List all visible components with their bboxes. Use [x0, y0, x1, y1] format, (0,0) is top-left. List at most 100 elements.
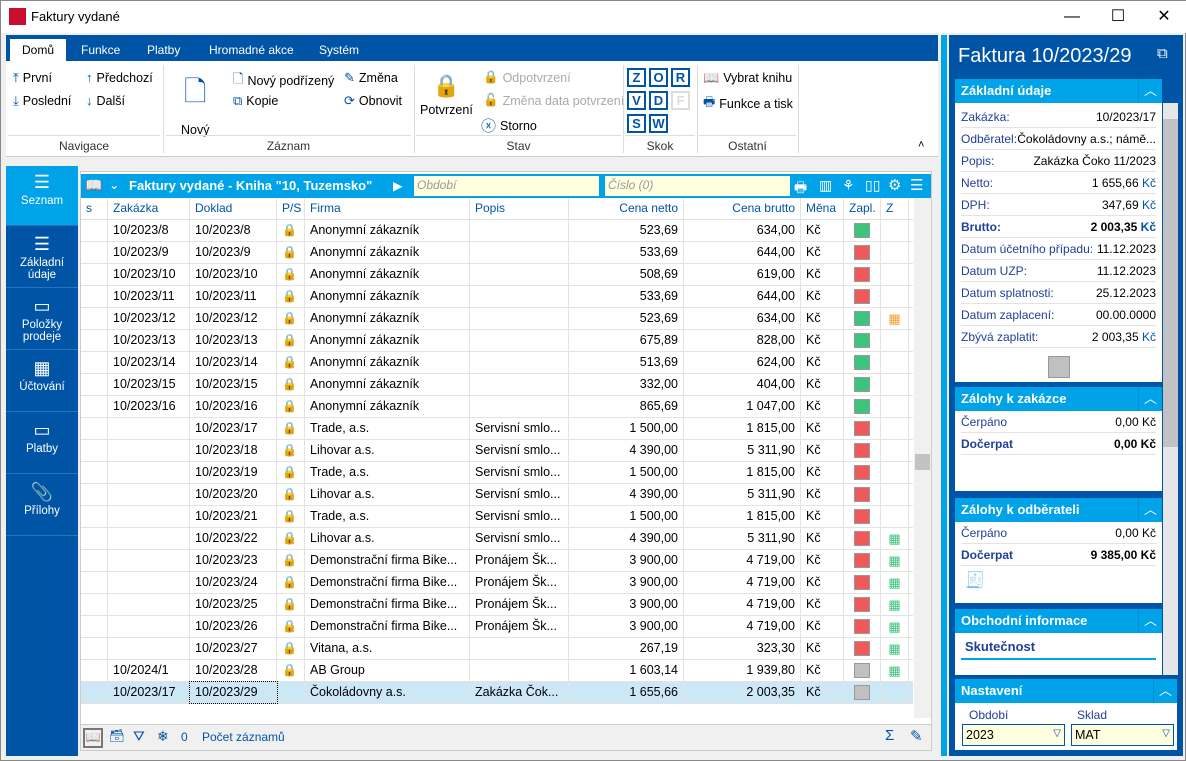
archive-icon[interactable]: 🗃 — [109, 729, 125, 743]
play-icon[interactable]: ▶ — [393, 179, 403, 193]
column-header[interactable]: P/S — [277, 198, 305, 219]
table-row[interactable]: 10/2023/27 🔒 Vitana, a.s. 267,19 323,30 Kč ▦ — [81, 638, 913, 660]
table-row[interactable]: 10/2023/20 🔒 Lihovar a.s. Servisní smlo... 4… — [81, 484, 913, 506]
table-row[interactable]: 10/2023/24 🔒 Demonstrační firma Bike... Pro… — [81, 572, 913, 594]
table-row[interactable]: 10/2023/11 10/2023/11 🔒 Anonymní zákazník 53… — [81, 286, 913, 308]
section-header[interactable]: Zálohy k zakázce ︿ — [955, 387, 1162, 411]
table-row[interactable]: 10/2023/17 🔒 Trade, a.s. Servisní smlo... 1 … — [81, 418, 913, 440]
nav-item-5[interactable]: 📎 Přílohy — [6, 476, 78, 536]
printer-icon[interactable]: 🖶 — [794, 179, 808, 195]
invoice-coins-icon[interactable]: 🧾 — [965, 572, 985, 589]
next-button[interactable]: ↓ Další — [86, 93, 125, 108]
jump-d-button[interactable]: D — [649, 91, 668, 110]
tab-funkce[interactable]: Funkce — [81, 43, 121, 57]
chevron-up-icon[interactable]: ︿ — [1153, 679, 1177, 703]
close-button[interactable]: ✕ — [1157, 8, 1171, 25]
collapse-ribbon-icon[interactable]: ˄ — [918, 139, 925, 151]
jump-r-button[interactable]: R — [671, 68, 690, 87]
tab-skutecnost[interactable]: Skutečnost — [961, 639, 1156, 660]
table-row[interactable]: 10/2023/21 🔒 Trade, a.s. Servisní smlo... 1 … — [81, 506, 913, 528]
table-row[interactable]: 10/2023/15 10/2023/15 🔒 Anonymní zákazník 33… — [81, 374, 913, 396]
book-icon[interactable]: 📖 — [85, 177, 103, 193]
table-row[interactable]: 10/2023/23 🔒 Demonstrační firma Bike... Pro… — [81, 550, 913, 572]
column-header[interactable]: Cena brutto — [684, 198, 801, 219]
nav-item-1[interactable]: ☰ Základní údaje — [6, 228, 78, 288]
record-count-button[interactable]: Počet záznamů — [202, 730, 285, 744]
jump-w-button[interactable]: W — [649, 114, 668, 133]
number-search-input[interactable]: Číslo (0) — [605, 176, 790, 196]
chevron-up-icon[interactable]: ︿ — [1138, 79, 1162, 103]
column-header[interactable]: Doklad — [190, 198, 277, 219]
vertical-scrollbar[interactable] — [914, 198, 931, 718]
nav-item-0[interactable]: ☰ Seznam — [6, 166, 78, 226]
panel-splitter[interactable] — [941, 35, 947, 756]
columns-icon[interactable]: ▯▯ — [865, 177, 881, 193]
table-row[interactable]: 10/2023/22 🔒 Lihovar a.s. Servisní smlo... 4… — [81, 528, 913, 550]
tab-domu[interactable]: Domů — [10, 39, 67, 61]
confirm-button[interactable]: 🔒 Potvrzení — [420, 73, 473, 117]
column-header[interactable]: Popis — [470, 198, 569, 219]
table-row[interactable]: 10/2023/12 10/2023/12 🔒 Anonymní zákazník 52… — [81, 308, 913, 330]
chart-icon[interactable]: ▥ — [819, 177, 833, 193]
select-book-button[interactable]: 📖 Vybrat knihu — [703, 70, 793, 85]
table-row[interactable]: 10/2023/9 10/2023/9 🔒 Anonymní zákazník 533,… — [81, 242, 913, 264]
book-view-button[interactable]: 📖 — [83, 728, 103, 748]
column-header[interactable]: Zakázka — [108, 198, 190, 219]
tab-hromadne-akce[interactable]: Hromadné akce — [209, 43, 294, 57]
column-header[interactable]: Měna — [801, 198, 844, 219]
copy-button[interactable]: ⧉ Kopie — [233, 93, 279, 108]
scroll-thumb[interactable] — [915, 454, 930, 470]
column-header[interactable]: s — [81, 198, 108, 219]
print-button[interactable]: 🖶 Funkce a tisk — [703, 93, 793, 115]
new-child-button[interactable]: 🗋 Nový podřízený — [233, 70, 334, 92]
storno-button[interactable]: ⓧ Storno — [481, 115, 537, 136]
gear-icon[interactable]: ⚙ — [888, 177, 902, 194]
table-row[interactable]: 10/2023/26 🔒 Demonstrační firma Bike... Pro… — [81, 616, 913, 638]
chevron-up-icon[interactable]: ︿ — [1138, 609, 1162, 633]
jump-z-button[interactable]: Z — [627, 68, 646, 87]
jump-o-button[interactable]: O — [649, 68, 668, 87]
column-header[interactable]: Firma — [305, 198, 470, 219]
table-row[interactable]: 10/2023/16 10/2023/16 🔒 Anonymní zákazník 86… — [81, 396, 913, 418]
section-header[interactable]: Nastavení ︿ — [955, 679, 1177, 703]
sum-icon[interactable]: Σ — [885, 727, 895, 744]
table-row[interactable]: 10/2023/14 10/2023/14 🔒 Anonymní zákazník 51… — [81, 352, 913, 374]
table-row[interactable]: 10/2023/13 10/2023/13 🔒 Anonymní zákazník 67… — [81, 330, 913, 352]
minimize-button[interactable]: — — [1064, 8, 1080, 25]
nav-item-4[interactable]: ▭ Platby — [6, 414, 78, 474]
table-row[interactable]: 10/2023/19 🔒 Trade, a.s. Servisní smlo... 1 … — [81, 462, 913, 484]
filter-icon[interactable]: ⛛ — [133, 728, 145, 744]
tab-platby[interactable]: Platby — [147, 43, 181, 57]
edit-icon[interactable]: ✎ — [910, 728, 923, 745]
table-row[interactable]: 10/2023/18 🔒 Lihovar a.s. Servisní smlo... 4… — [81, 440, 913, 462]
nav-item-3[interactable]: ▦ Účtování — [6, 352, 78, 412]
section-header[interactable]: Obchodní informace ︿ — [955, 609, 1162, 633]
popout-icon[interactable]: ⧉ — [1157, 45, 1168, 62]
first-button[interactable]: ⤒ První — [13, 70, 52, 85]
jump-f-button[interactable]: F — [671, 91, 690, 110]
tab-system[interactable]: Systém — [319, 43, 360, 57]
menu-icon[interactable]: ☰ — [910, 177, 924, 194]
change-confirm-date-button[interactable]: 🔓 Změna data potvrzení — [483, 93, 625, 108]
maximize-button[interactable]: ☐ — [1110, 8, 1126, 25]
snowflake-icon[interactable]: ❄ — [157, 728, 169, 744]
period-input[interactable]: Období — [414, 176, 599, 196]
table-row[interactable]: 10/2023/10 10/2023/10 🔒 Anonymní zákazník 50… — [81, 264, 913, 286]
chevron-up-icon[interactable]: ︿ — [1138, 498, 1162, 522]
panel-scrollbar[interactable] — [1163, 103, 1178, 675]
section-header[interactable]: Základní údaje ︿ — [955, 79, 1162, 103]
table-row[interactable]: 10/2023/17 10/2023/29 Čokoládovny a.s. Zaká… — [81, 681, 913, 704]
chevron-down-icon[interactable]: ⌄ — [109, 178, 120, 192]
jump-v-button[interactable]: V — [627, 91, 646, 110]
column-header[interactable]: Z — [881, 198, 909, 219]
period-select[interactable]: 2023 ▽ — [962, 724, 1065, 746]
section-header[interactable]: Zálohy k odběrateli ︿ — [955, 498, 1162, 522]
jump-s-button[interactable]: S — [627, 114, 646, 133]
change-button[interactable]: ✎ Změna — [344, 70, 398, 85]
column-header[interactable]: Cena netto — [569, 198, 684, 219]
hierarchy-icon[interactable]: ⚘ — [842, 177, 855, 193]
refresh-button[interactable]: ⟳ Obnovit — [344, 93, 402, 108]
column-header[interactable]: Zapl. — [844, 198, 881, 219]
chevron-up-icon[interactable]: ︿ — [1138, 387, 1162, 411]
previous-button[interactable]: ↑ Předchozí — [86, 70, 153, 85]
